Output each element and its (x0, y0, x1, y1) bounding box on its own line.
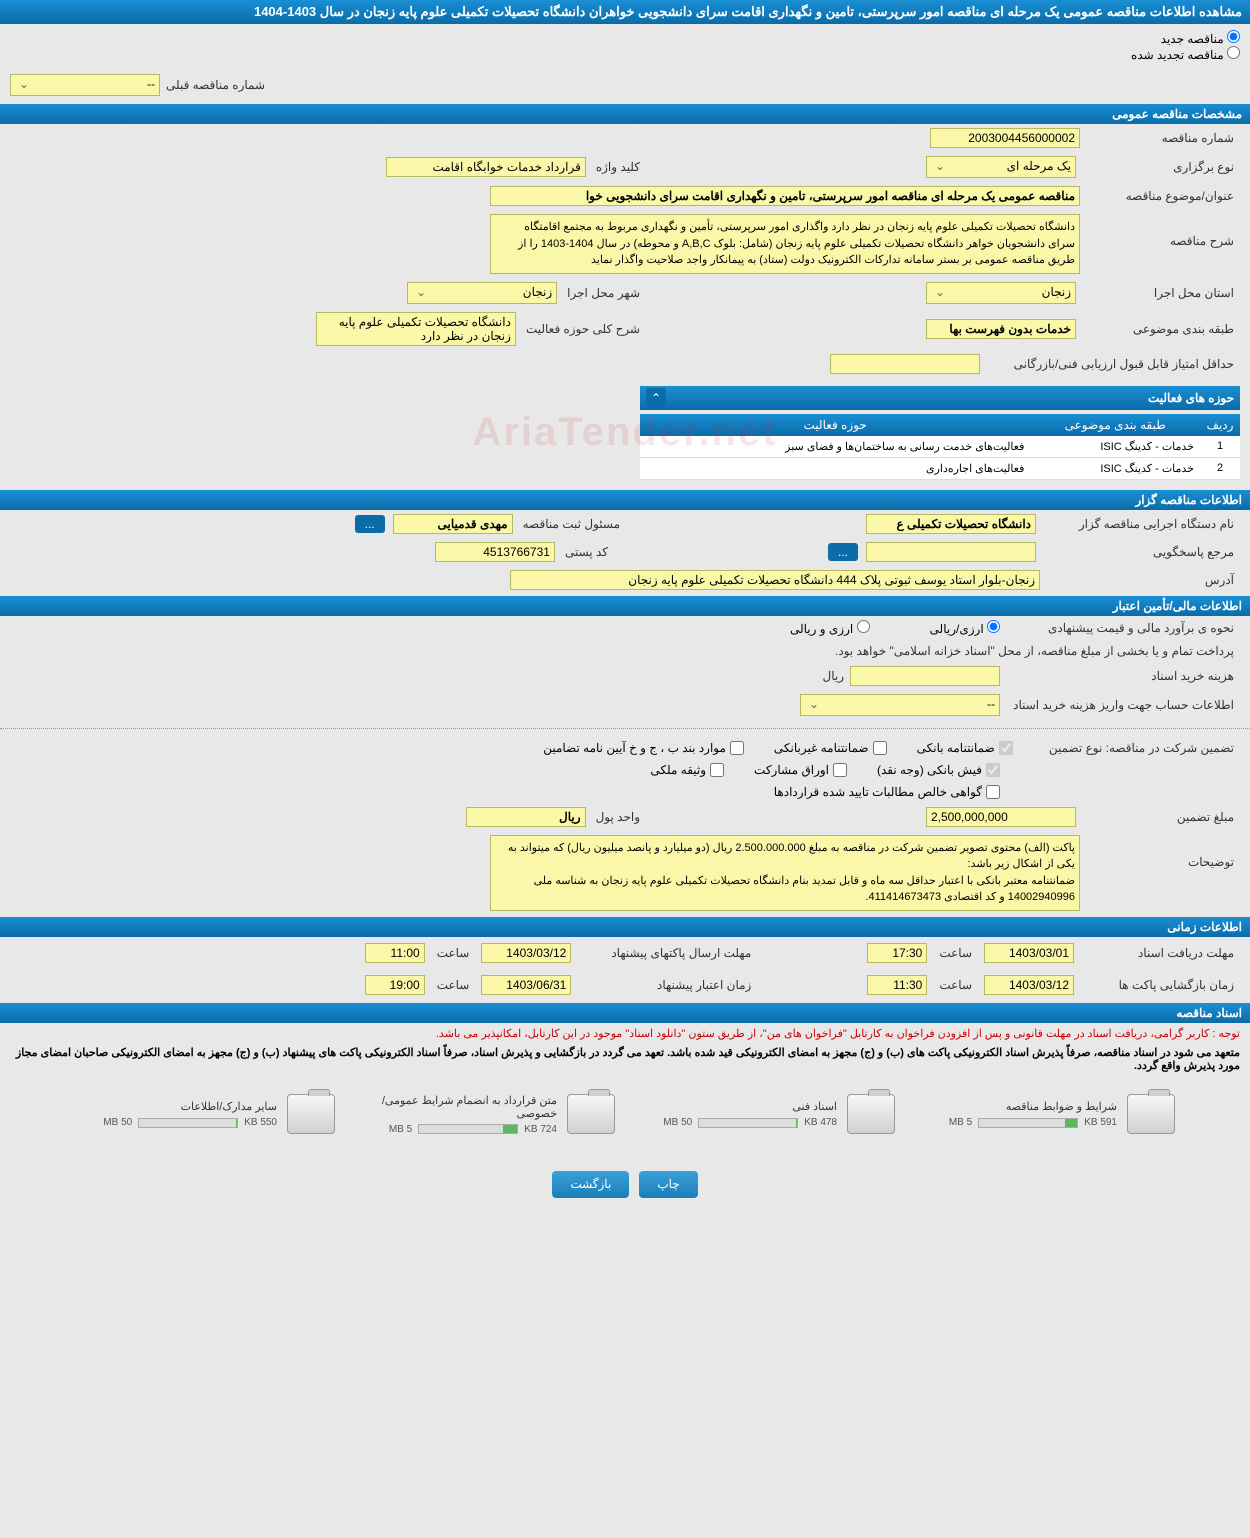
cost-label: هزینه خرید اسناد (1000, 669, 1240, 683)
min-score-field[interactable] (830, 354, 980, 374)
section-gzr-header: اطلاعات مناقصه گزار (0, 490, 1250, 510)
amount-label: مبلغ تضمین (1080, 810, 1240, 824)
hold-type-select[interactable]: یک مرحله ای⌄ (926, 156, 1076, 178)
activity-section-title: حوزه های فعالیت (1148, 391, 1234, 405)
unit-label: واحد پول (590, 810, 646, 824)
keyword-label: کلید واژه (590, 160, 646, 174)
validity-time: 19:00 (365, 975, 425, 995)
province-label: استان محل اجرا (1080, 286, 1240, 300)
desc-label: شرح مناقصه (1080, 214, 1240, 248)
folder-icon (567, 1094, 615, 1134)
org-label: نام دستگاه اجرایی مناقصه گزار (1040, 517, 1240, 531)
chk-cash[interactable]: فیش بانکی (وجه نقد) (877, 763, 1000, 777)
docs-notice-bold: متعهد می شود در اسناد مناقصه، صرفاً پذیر… (0, 1044, 1250, 1074)
reg-dots-button[interactable]: ... (355, 515, 385, 533)
min-score-label: حداقل امتیاز قابل قبول ارزیابی فنی/بازرگ… (980, 357, 1240, 371)
hold-type-label: نوع برگزاری (1080, 160, 1240, 174)
ref-dots-button[interactable]: ... (828, 543, 858, 561)
section-time-header: اطلاعات زمانی (0, 917, 1250, 937)
est-label: نحوه ی برآورد مالی و قیمت پیشنهادی (1000, 621, 1240, 635)
activity-col-cat: طبقه بندی موضوعی (1030, 414, 1200, 436)
activity-row: 1خدمات - کدینگ ISICفعالیت‌های خدمت رسانی… (640, 436, 1240, 458)
validity-label: زمان اعتبار پیشنهاد (577, 978, 757, 992)
city-select[interactable]: زنجان⌄ (407, 282, 557, 304)
prev-tender-select[interactable]: --⌄ (10, 74, 160, 96)
doc-item[interactable]: سایر مدارک/اطلاعات550 KB50 MB (75, 1094, 335, 1135)
activity-table: ردیف طبقه بندی موضوعی حوزه فعالیت 1خدمات… (640, 414, 1240, 480)
org-field: دانشگاه تحصیلات تکمیلی ع (866, 514, 1036, 534)
activity-col-scope: حوزه فعالیت (640, 414, 1030, 436)
addr-field: زنجان-بلوار استاد یوسف ثبوتی پلاک 444 دا… (510, 570, 1040, 590)
folder-icon (1127, 1094, 1175, 1134)
receive-time: 17:30 (867, 943, 927, 963)
tender-no-field: 2003004456000002 (930, 128, 1080, 148)
doc-item[interactable]: متن قرارداد به انضمام شرایط عمومی/خصوصی7… (355, 1094, 615, 1135)
ref-label: مرجع پاسخگویی (1040, 545, 1240, 559)
account-label: اطلاعات حساب جهت واریز هزینه خرید اسناد (1000, 698, 1240, 712)
send-date: 1403/03/12 (481, 943, 571, 963)
scope-field: دانشگاه تحصیلات تکمیلی علوم پایه زنجان د… (316, 312, 516, 346)
cost-field[interactable] (850, 666, 1000, 686)
reg-label: مسئول ثبت مناقصه (517, 517, 626, 531)
open-label: زمان بازگشایی پاکت ها (1080, 978, 1240, 992)
send-time: 11:00 (365, 943, 425, 963)
section-docs-header: اسناد مناقصه (0, 1003, 1250, 1023)
print-button[interactable]: چاپ (639, 1171, 697, 1198)
unit-field: ریال (466, 807, 586, 827)
open-date: 1403/03/12 (984, 975, 1074, 995)
postal-field: 4513766731 (435, 542, 555, 562)
chk-shares[interactable]: اوراق مشارکت (754, 763, 847, 777)
chk-receivables[interactable]: گواهی خالص مطالبات تایید شده قراردادها (774, 785, 1000, 799)
amount-field: 2,500,000,000 (926, 807, 1076, 827)
section-general-header: مشخصات مناقصه عمومی (0, 104, 1250, 124)
city-label: شهر محل اجرا (561, 286, 646, 300)
receive-label: مهلت دریافت اسناد (1080, 946, 1240, 960)
addr-label: آدرس (1040, 573, 1240, 587)
activity-row: 2خدمات - کدینگ ISICفعالیت‌های اجاره‌داری (640, 457, 1240, 479)
section-finance-header: اطلاعات مالی/تأمین اعتبار (0, 596, 1250, 616)
subject-label: عنوان/موضوع مناقصه (1080, 189, 1240, 203)
category-field: خدمات بدون فهرست بها (926, 319, 1076, 339)
keyword-field: قرارداد خدمات خوابگاه اقامت (386, 157, 586, 177)
radio-arz[interactable]: ارزی و ریالی (790, 620, 870, 636)
postal-label: کد پستی (559, 545, 614, 559)
back-button[interactable]: بازگشت (552, 1171, 629, 1198)
radio-new-tender[interactable]: مناقصه جدید (1161, 32, 1240, 46)
validity-date: 1403/06/31 (481, 975, 571, 995)
ref-field[interactable] (866, 542, 1036, 562)
scope-label: شرح کلی حوزه فعالیت (520, 322, 646, 336)
chk-nonbank[interactable]: ضمانتنامه غیربانکی (774, 741, 887, 755)
doc-item[interactable]: اسناد فنی478 KB50 MB (635, 1094, 895, 1135)
tender-no-label: شماره مناقصه (1080, 131, 1240, 145)
radio-rial[interactable]: ارزی/ریالی (930, 620, 1000, 636)
doc-item[interactable]: شرایط و ضوابط مناقصه591 KB5 MB (915, 1094, 1175, 1135)
chk-items[interactable]: موارد بند ب ، ج و خ آیین نامه تضامین (543, 741, 744, 755)
send-label: مهلت ارسال پاکتهای پیشنهاد (577, 946, 757, 960)
desc-field: دانشگاه تحصیلات تکمیلی علوم پایه زنجان د… (490, 214, 1080, 274)
chk-property[interactable]: وثیقه ملکی (650, 763, 724, 777)
pay-text: پرداخت تمام و یا بخشی از مبلغ مناقصه، از… (829, 644, 1240, 658)
folder-icon (847, 1094, 895, 1134)
open-time: 11:30 (867, 975, 927, 995)
collapse-activity-icon[interactable]: ⌃ (646, 388, 666, 408)
account-select[interactable]: --⌄ (800, 694, 1000, 716)
page-title: مشاهده اطلاعات مناقصه عمومی یک مرحله ای … (0, 0, 1250, 24)
reg-field: مهدی قدمیایی (393, 514, 513, 534)
folder-icon (287, 1094, 335, 1134)
chk-bank[interactable]: ضمانتنامه بانکی (917, 741, 1013, 755)
cost-unit: ریال (816, 669, 850, 683)
activity-col-row: ردیف (1200, 414, 1240, 436)
province-select[interactable]: زنجان⌄ (926, 282, 1076, 304)
guarantee-type-label: تضمین شرکت در مناقصه: نوع تضمین (1043, 741, 1240, 755)
guarantee-desc-field: پاکت (الف) محتوی تصویر تضمین شرکت در منا… (490, 835, 1080, 911)
receive-date: 1403/03/01 (984, 943, 1074, 963)
prev-tender-label: شماره مناقصه قبلی (160, 78, 271, 92)
subject-field: مناقصه عمومی یک مرحله ای مناقصه امور سرپ… (490, 186, 1080, 206)
docs-notice-red: توجه : کاربر گرامی، دریافت اسناد در مهلت… (0, 1023, 1250, 1044)
divider (0, 728, 1250, 729)
category-label: طبقه بندی موضوعی (1080, 322, 1240, 336)
radio-renewed-tender[interactable]: مناقصه تجدید شده (1131, 48, 1240, 62)
guarantee-desc-label: توضیحات (1080, 835, 1240, 869)
